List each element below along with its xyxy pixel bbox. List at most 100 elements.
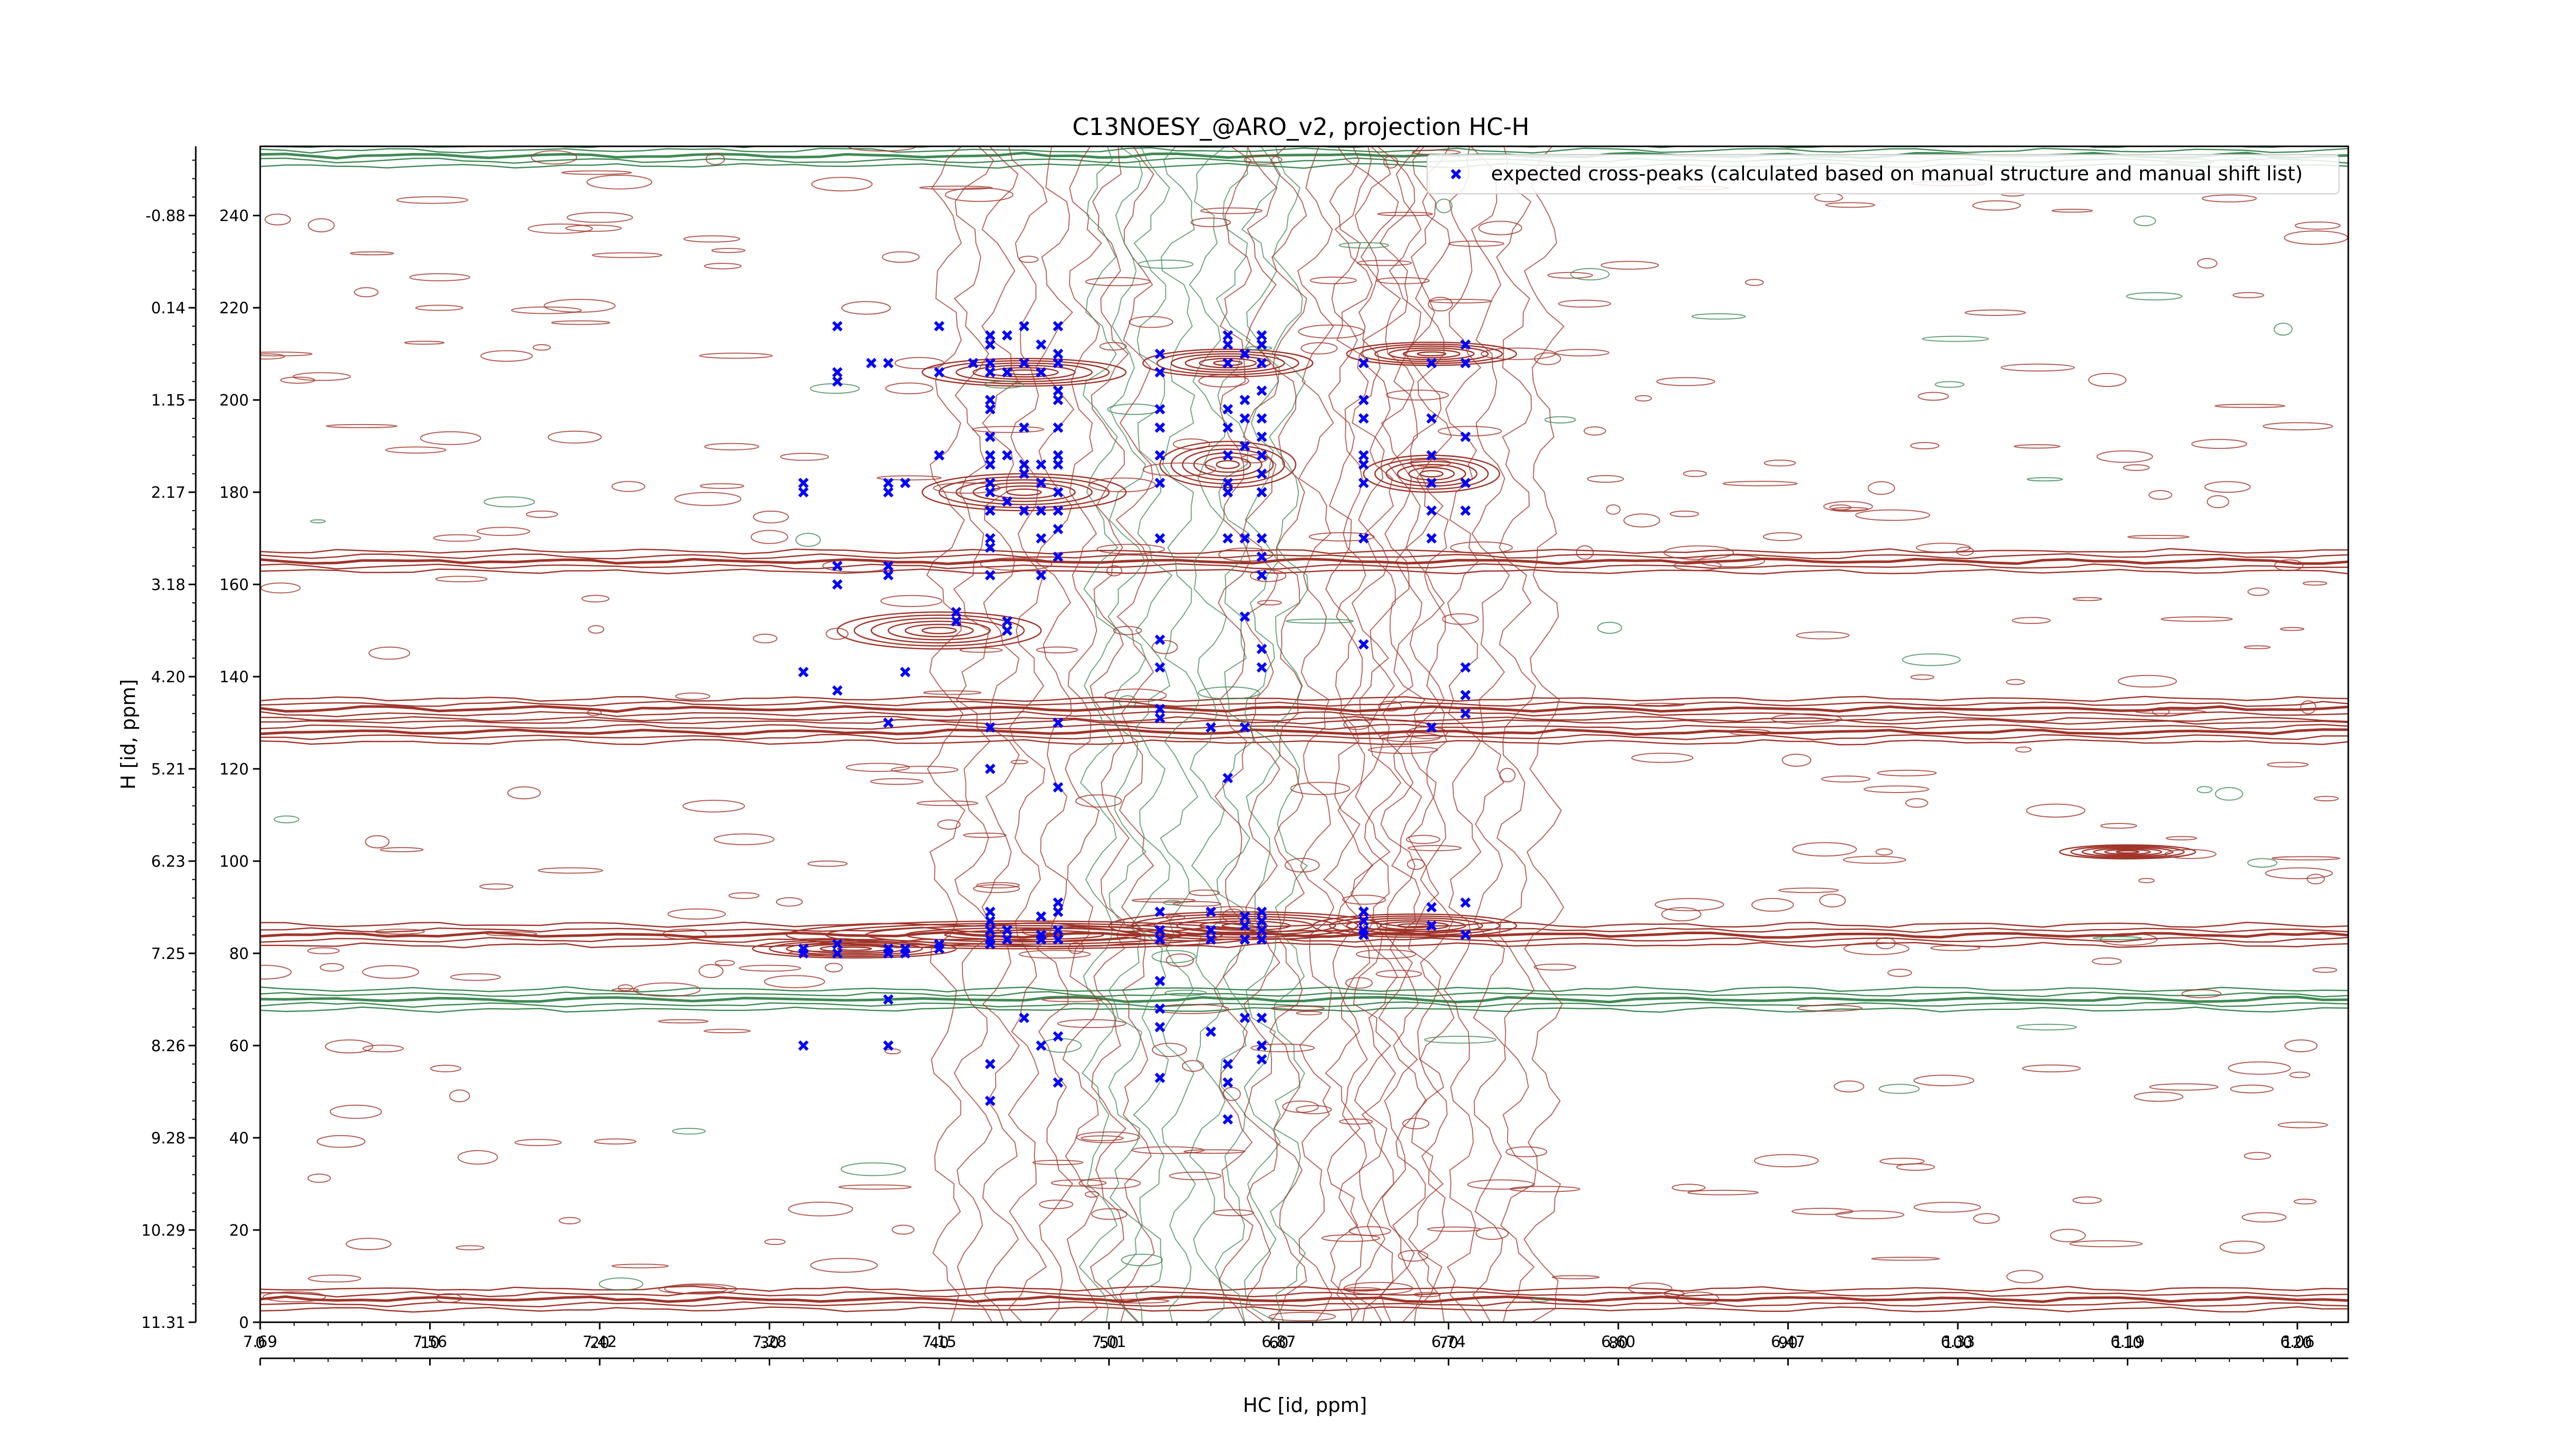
vertical-band-line [1115,146,1155,1322]
noise-contour [1357,260,1412,266]
noise-contour [262,1291,326,1303]
noise-contour [1121,1254,1163,1267]
cross-peak-marker [985,358,996,368]
y-ppm-tick-label: 3.18 [151,576,185,594]
peak-contour [1363,919,1466,932]
cross-peak-marker [1155,533,1165,544]
cross-peak-marker [1426,902,1437,913]
noise-contour [1782,753,1811,767]
cross-peak-marker [1460,431,1471,442]
noise-contour [362,965,419,979]
noise-contour [2049,1228,2086,1242]
noise-contour [280,376,315,384]
noise-contour [2312,967,2337,973]
cross-peak-marker [832,685,843,696]
cross-peak-marker [798,1040,809,1051]
cross-peak-marker [1206,906,1216,917]
horizontal-band-line [260,700,2348,707]
cross-peak-marker [985,395,996,406]
cross-peak-marker [1036,934,1046,945]
noise-contour [1570,268,1610,281]
noise-contour [1551,1275,1600,1279]
cross-peak-marker [1019,468,1029,479]
noise-contour [526,510,558,518]
noise-contour [1606,504,1621,515]
noise-contour [980,557,1053,571]
noise-contour [2247,587,2269,596]
noise-contour [1467,1179,1535,1190]
legend-box [1427,154,2340,194]
noise-contour [2266,762,2309,768]
horizontal-band-line [260,941,2348,949]
noise-contour [845,763,910,772]
noise-contour [1165,914,1185,920]
noise-contour [1343,718,1370,730]
noise-contour [2006,1270,2043,1284]
peak-contour [853,614,1025,647]
noise-contour [1377,212,1433,216]
x-index-tick-label: 90 [1778,1334,1798,1352]
noise-contour [1198,686,1260,700]
noise-contour [753,510,789,524]
cross-peak-marker [1053,358,1063,368]
noise-contour [551,320,611,325]
noise-contour [2138,878,2155,884]
noise-contour [511,306,582,314]
noise-contour [2164,849,2217,860]
noise-contour [1935,381,1965,388]
noise-contour [2191,439,2247,449]
noise-contour [1427,1226,1481,1232]
cross-peak-marker [1019,321,1029,332]
y-ppm-tick-label: 10.29 [141,1222,185,1240]
cross-peak-marker [1256,450,1267,461]
noise-contour [292,372,351,381]
noise-contour [2100,823,2138,829]
noise-contour [531,150,578,165]
cross-peak-marker [1019,1013,1029,1023]
noise-contour [891,766,959,774]
cross-peak-marker [1002,625,1013,636]
cross-peak-marker [1053,385,1063,396]
noise-contour [1169,1171,1222,1181]
cross-peak-marker [1460,505,1471,516]
cross-peak-marker [1053,717,1063,728]
cross-peak-marker [985,339,996,350]
x-ppm-tick-label: 6.87 [1262,1333,1296,1351]
cross-peak-marker [1426,478,1437,488]
noise-contour [2244,1152,2272,1160]
noise-contour [1576,545,1594,560]
noise-contour [2201,194,2257,203]
noise-contour [1190,217,1231,227]
noise-contour [1151,640,1178,654]
cross-peak-marker [832,376,843,387]
peak-contour [837,611,1042,650]
vertical-band-line [1350,146,1392,1322]
cross-peak-marker [1036,570,1046,581]
noise-contour [1084,1191,1100,1198]
noise-contour [1834,1080,1865,1092]
peak-contour [2070,845,2185,858]
cross-peak-marker [883,570,894,581]
noise-contour [1342,895,1386,905]
y-ppm-tick-label: 2.17 [151,484,185,502]
cross-peak-marker [1256,662,1267,673]
noise-contour [532,344,551,351]
cross-peak-marker [832,367,843,378]
cross-peak-marker [1002,330,1013,341]
noise-contour [455,1245,485,1251]
horizontal-band-line [260,926,2348,933]
noise-contour [1902,653,1961,666]
noise-contour [1309,532,1375,542]
cross-peak-marker [883,948,894,959]
vertical-band-line [1035,146,1075,1322]
cross-peak-marker [985,1058,996,1070]
cross-peak-marker [985,763,996,774]
vertical-band-line [1470,146,1510,1322]
peak-contour [1374,458,1489,490]
noise-contour [1295,1105,1332,1115]
cross-peak-marker [1206,1026,1216,1037]
vertical-band-line [953,146,994,1322]
noise-contour [594,1138,637,1145]
cross-peak-marker [1036,478,1046,488]
noise-contour [841,301,891,315]
